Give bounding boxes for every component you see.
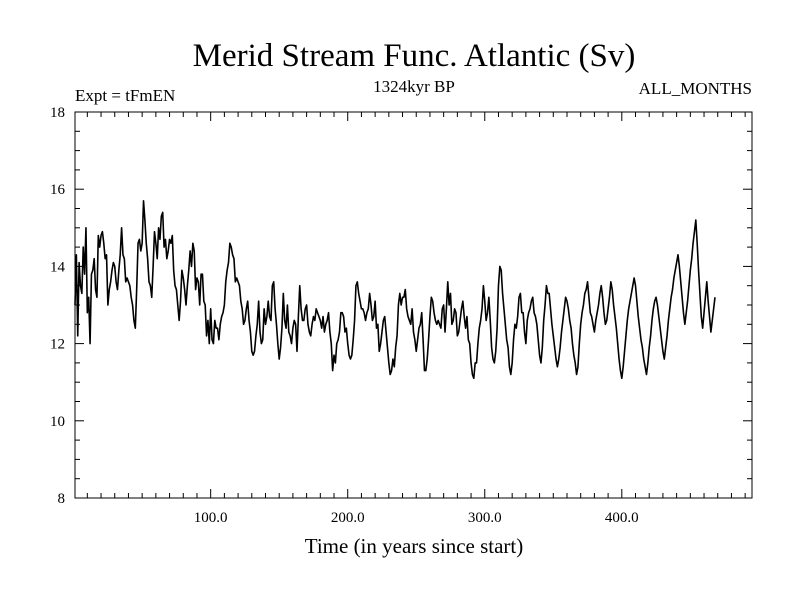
x-tick-label: 200.0 — [331, 510, 365, 526]
x-tick-label: 100.0 — [194, 510, 228, 526]
series-line — [74, 199, 716, 380]
y-tick-label: 18 — [50, 105, 65, 121]
x-tick-label: 300.0 — [468, 510, 502, 526]
y-tick-label: 14 — [50, 259, 66, 275]
chart-subtitle: 1324kyr BP — [373, 77, 455, 96]
y-tick-label: 10 — [50, 414, 65, 430]
axis-tick-labels: 100.0 200.0 300.0 400.0 8 10 12 14 16 18 — [50, 105, 639, 526]
experiment-label: Expt = tFmEN — [75, 86, 175, 105]
y-tick-label: 16 — [50, 182, 66, 198]
x-tick-label: 400.0 — [605, 510, 639, 526]
plot-frame — [74, 111, 753, 499]
months-label: ALL_MONTHS — [639, 79, 752, 98]
chart-title: Merid Stream Func. Atlantic (Sv) — [193, 38, 636, 74]
y-tick-label: 12 — [50, 337, 65, 353]
y-tick-label: 8 — [58, 491, 66, 507]
x-axis-label: Time (in years since start) — [305, 534, 524, 558]
axis-ticks — [75, 111, 752, 499]
